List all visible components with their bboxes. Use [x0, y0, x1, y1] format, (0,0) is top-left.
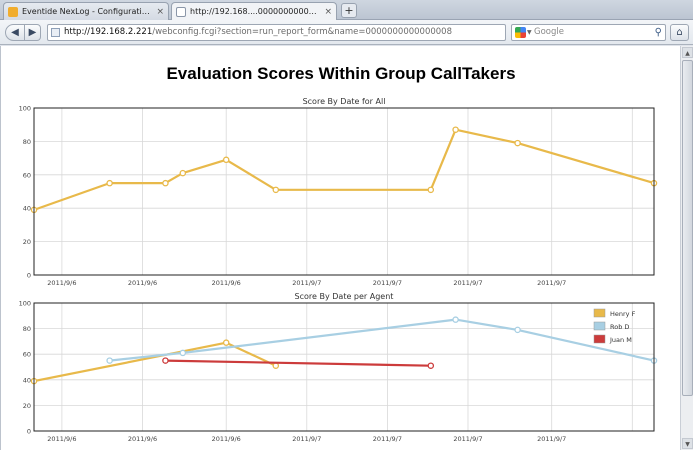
home-icon: ⌂ — [676, 27, 683, 38]
data-point — [452, 126, 459, 133]
data-point — [427, 362, 435, 369]
chart-title: Score By Date for All — [303, 97, 386, 106]
data-point — [179, 169, 187, 177]
page-icon — [176, 6, 186, 17]
x-tick-label: 2011/9/7 — [453, 435, 482, 443]
x-tick-label: 2011/9/7 — [292, 435, 321, 443]
close-tab-icon[interactable]: × — [156, 6, 164, 17]
navigation-toolbar: ◀ ▶ http://192.168.2.221/webconfig.fcgi?… — [0, 20, 693, 45]
magnifier-icon[interactable]: ⚲ — [654, 27, 662, 38]
site-identity-icon — [51, 28, 60, 37]
x-tick-label: 2011/9/7 — [373, 435, 402, 443]
search-placeholder: Google — [534, 27, 564, 37]
home-button[interactable]: ⌂ — [670, 24, 689, 41]
favicon-icon — [8, 6, 18, 17]
url-host: http://192.168.2.221 — [64, 27, 153, 37]
forward-arrow-icon: ▶ — [28, 27, 37, 38]
forward-button[interactable]: ▶ — [25, 24, 41, 41]
series-line — [33, 128, 655, 211]
report-title: Evaluation Scores Within Group CallTaker… — [166, 64, 516, 83]
x-tick-label: 2011/9/6 — [212, 435, 241, 443]
google-icon[interactable] — [515, 27, 526, 38]
scroll-down-icon[interactable]: ▼ — [682, 438, 693, 449]
address-bar[interactable]: http://192.168.2.221/webconfig.fcgi?sect… — [47, 24, 506, 41]
x-tick-label: 2011/9/6 — [128, 279, 157, 287]
scrollbar-thumb[interactable] — [682, 60, 693, 396]
y-tick-label: 40 — [23, 376, 31, 384]
plot-frame — [33, 302, 655, 432]
y-tick-label: 60 — [23, 351, 31, 359]
tab-label: Eventide NexLog - Configuration M... — [22, 7, 153, 16]
back-button[interactable]: ◀ — [5, 24, 25, 41]
y-tick-label: 60 — [23, 171, 31, 179]
tab-nexlog-config[interactable]: Eventide NexLog - Configuration M... × — [3, 2, 169, 20]
x-tick-label: 2011/9/7 — [373, 279, 402, 287]
data-point — [427, 186, 435, 194]
legend-label: Rob D — [610, 323, 629, 331]
y-tick-label: 0 — [27, 428, 31, 436]
data-point — [106, 357, 113, 364]
chart-2: Score By Date per Agent 0 20 40 60 80 100 2011/… — [19, 292, 658, 443]
tab-bar: Eventide NexLog - Configuration M... × h… — [0, 0, 693, 20]
x-tick-label: 2011/9/6 — [47, 279, 76, 287]
data-point — [222, 156, 230, 164]
data-point — [222, 339, 230, 346]
y-tick-label: 80 — [23, 325, 31, 333]
data-point — [452, 316, 459, 323]
legend-swatch — [593, 308, 606, 318]
x-tick-label: 2011/9/7 — [537, 279, 566, 287]
data-point — [162, 179, 169, 187]
x-tick-label: 2011/9/6 — [128, 435, 157, 443]
data-point — [272, 186, 280, 194]
vertical-scrollbar[interactable]: ▲ ▼ — [680, 46, 693, 450]
y-tick-label: 100 — [19, 300, 31, 308]
chart-1: Score By Date for All 0 20 40 60 80 100 2011/9/… — [19, 97, 658, 287]
engine-dropdown-icon[interactable]: ▼ — [527, 29, 532, 36]
y-tick-label: 20 — [23, 238, 31, 246]
search-box[interactable]: ▼ Google ⚲ — [511, 24, 666, 41]
x-tick-label: 2011/9/7 — [453, 279, 482, 287]
legend-label: Henry F — [610, 310, 636, 318]
y-tick-label: 0 — [27, 272, 31, 280]
x-tick-label: 2011/9/7 — [292, 279, 321, 287]
legend-swatch — [593, 321, 606, 331]
data-point — [106, 179, 113, 187]
new-tab-button[interactable]: + — [341, 3, 357, 18]
chart-title: Score By Date per Agent — [295, 292, 394, 301]
y-tick-label: 80 — [23, 138, 31, 146]
url-path: /webconfig.fcgi?section=run_report_form&… — [152, 27, 452, 37]
legend-label: Juan M — [609, 336, 632, 344]
scroll-up-icon[interactable]: ▲ — [682, 47, 693, 58]
back-arrow-icon: ◀ — [11, 27, 19, 38]
y-tick-label: 20 — [23, 402, 31, 410]
series-line — [165, 359, 431, 367]
close-tab-icon[interactable]: × — [324, 6, 332, 17]
legend-swatch — [593, 334, 606, 344]
y-tick-label: 40 — [23, 205, 31, 213]
data-point — [272, 362, 280, 369]
data-point — [179, 349, 187, 357]
data-point — [514, 139, 521, 147]
page-content: Evaluation Scores Within Group CallTaker… — [0, 46, 680, 450]
tab-report[interactable]: http://192.168....0000000000000008 × — [171, 2, 337, 20]
data-point — [162, 357, 169, 364]
tab-label: http://192.168....0000000000000008 — [190, 7, 321, 16]
plot-area — [34, 108, 654, 275]
charts-canvas: Score By Date for All 0 20 40 60 80 100 2011/9/… — [19, 97, 658, 443]
x-tick-label: 2011/9/7 — [537, 435, 566, 443]
x-tick-label: 2011/9/6 — [47, 435, 76, 443]
plot-frame — [33, 107, 655, 276]
plot-area — [34, 303, 654, 431]
y-tick-label: 100 — [19, 105, 31, 113]
x-tick-label: 2011/9/6 — [212, 279, 241, 287]
data-point — [514, 326, 521, 334]
